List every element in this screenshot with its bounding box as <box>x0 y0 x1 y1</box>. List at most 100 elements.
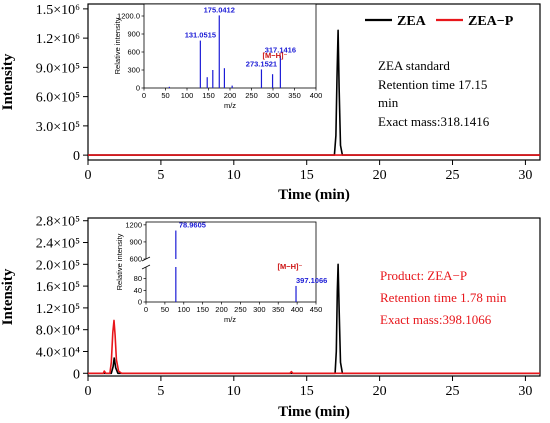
bottom-inset-y-tick-label: 1200 <box>125 220 142 229</box>
bottom-inset-peaks: 78.9605 397.1066 <box>175 221 327 302</box>
bottom-inset-peak-label: 397.1066 <box>296 276 327 285</box>
bottom-inset-y-tick-label: 0 <box>138 298 142 307</box>
top-inset-peak-label: 273.1521 <box>246 59 277 68</box>
bot-y-tick-label: 2.4×10⁵ <box>36 237 80 252</box>
top-inset-spectrum: 0 50 100 150 200 250 300 350 400 0 300 600 900 1200.0… <box>113 3 322 110</box>
top-series-lines <box>88 29 540 156</box>
top-x-tick-label: 0 <box>85 168 92 183</box>
bottom-inset-x-tick-label: 150 <box>196 305 209 314</box>
top-y-axis: 0 3.0×10⁵ 6.0×10⁵ 9.0×10⁵ 1.2×10⁶ 1.5×10⁶ <box>36 3 88 164</box>
bottom-inset-y-tick-label: 900 <box>129 237 142 246</box>
top-chromatogram-panel: 0 3.0×10⁵ 6.0×10⁵ 9.0×10⁵ 1.2×10⁶ 1.5×10⁶ 0 5 1… <box>0 3 541 203</box>
bottom-inset-x-title: m/z <box>224 315 236 324</box>
top-annotation-line-4: Exact mass:318.1416 <box>378 114 490 129</box>
bot-series-zea-line <box>88 263 540 375</box>
bottom-y-axis: 0 4.0×10⁴ 8.0×10⁴ 1.2×10⁵ 1.6×10⁵ 2.0×10⁵ 2.4×… <box>36 215 88 382</box>
bottom-x-axis-title: Time (min) <box>278 404 350 420</box>
legend-label-zea-p: ZEA−P <box>468 14 514 29</box>
bot-y-tick-label: 2.0×10⁵ <box>36 258 80 273</box>
top-annotation-line-2: Retention time 17.15 <box>378 77 487 92</box>
bottom-inset-x-tick-label: 200 <box>215 305 228 314</box>
bottom-inset-ion-label: [M−H]⁻ <box>278 262 303 271</box>
bottom-annotation: Product: ZEA−P Retention time 1.78 min E… <box>380 268 507 327</box>
top-inset-x-tick-label: 300 <box>267 91 280 100</box>
top-y-tick-label: 9.0×10⁵ <box>36 61 80 76</box>
bot-x-tick-label: 0 <box>85 384 92 399</box>
top-x-tick-label: 30 <box>518 168 532 183</box>
bottom-inset-x-tick-label: 300 <box>253 305 266 314</box>
top-inset-x-tick-label: 200 <box>224 91 237 100</box>
legend-label-zea: ZEA <box>397 14 427 29</box>
bottom-inset-y-tick-label: 40 <box>134 286 142 295</box>
bottom-annotation-line-2: Retention time 1.78 min <box>380 290 507 305</box>
bottom-series-lines <box>88 263 540 375</box>
bottom-chromatogram-panel: 0 4.0×10⁴ 8.0×10⁴ 1.2×10⁵ 1.6×10⁵ 2.0×10⁵ 2.4×… <box>0 215 541 420</box>
top-inset-x-tick-label: 400 <box>310 91 323 100</box>
bot-y-tick-label: 2.8×10⁵ <box>36 215 80 230</box>
top-annotation-line-1: ZEA standard <box>378 58 450 73</box>
bot-y-tick-label: 1.6×10⁵ <box>36 280 80 295</box>
bot-y-tick-label: 1.2×10⁵ <box>36 302 80 317</box>
top-annotation-line-3: min <box>378 95 399 110</box>
bottom-inset-y-title: Relative intensity <box>115 233 124 290</box>
bottom-inset-y-tick-label: 80 <box>134 274 142 283</box>
bottom-inset-x-tick-label: 400 <box>291 305 304 314</box>
top-inset-y-tick-label: 300 <box>127 66 140 75</box>
bottom-inset-frame <box>145 221 317 303</box>
bot-x-tick-label: 30 <box>518 384 532 399</box>
bot-x-tick-label: 5 <box>157 384 164 399</box>
bottom-inset-x-tick-label: 450 <box>310 305 323 314</box>
top-inset-peak-label: 175.0412 <box>204 5 235 14</box>
top-inset-peak-label: 317.1416 <box>265 46 296 55</box>
bottom-y-axis-title: Intensity <box>0 268 16 325</box>
top-y-tick-label: 0 <box>73 149 80 164</box>
top-inset-x-tick-label: 250 <box>245 91 258 100</box>
top-inset-frame <box>143 3 317 89</box>
top-x-axis-title: Time (min) <box>278 187 350 203</box>
top-y-axis-title: Intensity <box>0 53 16 110</box>
bot-x-tick-label: 25 <box>446 384 460 399</box>
top-inset-y-tick-label: 900 <box>127 30 140 39</box>
bottom-inset-x-tick-label: 350 <box>272 305 285 314</box>
top-x-tick-label: 5 <box>157 168 164 183</box>
bottom-inset-spectrum: 0 50 100 150 200 250 300 350 400 450 0 40 80 600 900 12… <box>115 220 327 324</box>
top-inset-y-tick-label: 0 <box>136 84 140 93</box>
bottom-inset-x-tick-label: 50 <box>161 305 169 314</box>
top-inset-y-tick-label: 1200.0 <box>117 12 140 21</box>
top-x-tick-label: 20 <box>373 168 387 183</box>
legend: ZEA ZEA−P <box>365 14 514 29</box>
top-inset-peaks: 131.0515 175.0412 273.1521 317.1416 <box>168 5 296 88</box>
top-inset-peak-label: 131.0515 <box>185 31 216 40</box>
bot-y-tick-label: 0 <box>73 367 80 382</box>
top-inset-x-tick-label: 100 <box>181 91 194 100</box>
top-inset-ion-label: [M−H]⁻ <box>263 51 288 60</box>
bottom-plot-frame <box>87 217 541 377</box>
bottom-inset-x-tick-label: 0 <box>144 305 148 314</box>
top-series-zea-line <box>88 29 540 156</box>
bottom-x-axis: 0 5 10 15 20 25 30 <box>85 376 532 399</box>
top-x-tick-label: 25 <box>446 168 460 183</box>
top-y-tick-label: 1.2×10⁶ <box>36 32 80 47</box>
top-inset-x-tick-label: 0 <box>142 91 146 100</box>
bottom-inset-axis-break-mark <box>141 264 151 270</box>
bottom-inset-axis-break-gap <box>143 259 149 267</box>
top-inset-y-tick-label: 600 <box>127 48 140 57</box>
bot-series-zea-p-line <box>88 319 540 375</box>
top-inset-axes: 0 50 100 150 200 250 300 350 400 0 300 600 900 1200.0 <box>117 12 322 101</box>
top-y-tick-label: 3.0×10⁵ <box>36 120 80 135</box>
top-inset-x-title: m/z <box>224 101 236 110</box>
top-y-tick-label: 6.0×10⁵ <box>36 91 80 106</box>
bot-x-tick-label: 15 <box>300 384 314 399</box>
bottom-inset-peak-label: 78.9605 <box>179 221 206 230</box>
bottom-inset-axes: 0 50 100 150 200 250 300 350 400 450 0 40 80 600 900 12… <box>125 220 322 314</box>
bottom-inset-y-tick-label: 600 <box>129 255 142 264</box>
bot-x-tick-label: 10 <box>227 384 241 399</box>
top-x-axis: 0 5 10 15 20 25 30 <box>85 160 532 183</box>
top-annotation: ZEA standard Retention time 17.15 min Ex… <box>378 58 490 129</box>
bottom-annotation-line-3: Exact mass:398.1066 <box>380 312 492 327</box>
bot-y-tick-label: 4.0×10⁴ <box>36 345 80 360</box>
top-inset-y-title: Relative intensity <box>113 17 122 74</box>
top-x-tick-label: 10 <box>227 168 241 183</box>
top-y-tick-label: 1.5×10⁶ <box>36 3 80 18</box>
